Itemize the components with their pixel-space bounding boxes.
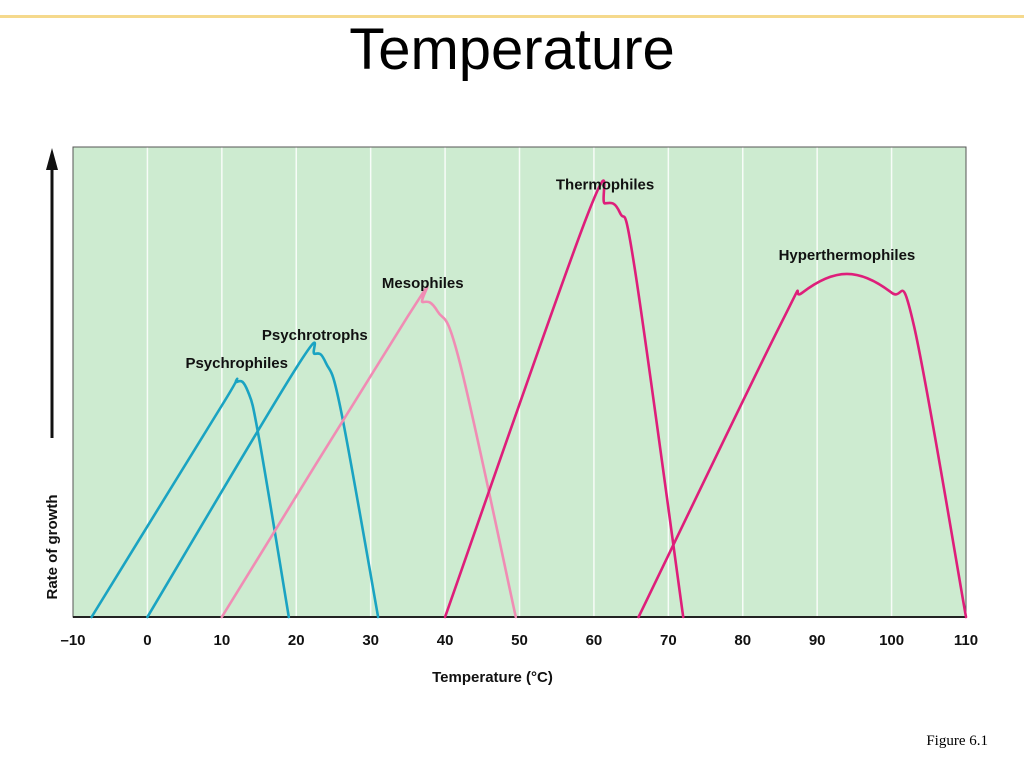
x-tick-label: 90 bbox=[809, 632, 826, 649]
x-tick-label: 10 bbox=[213, 632, 230, 649]
series-label-hyperthermophiles: Hyperthermophiles bbox=[779, 247, 916, 264]
x-tick-label: –10 bbox=[60, 632, 85, 649]
series-label-mesophiles: Mesophiles bbox=[382, 275, 464, 292]
x-tick-label: 50 bbox=[511, 632, 528, 649]
x-axis-title: Temperature (°C) bbox=[432, 669, 553, 686]
figure-caption: Figure 6.1 bbox=[926, 733, 988, 749]
series-line-mesophiles bbox=[220, 285, 518, 619]
series-line-thermophiles bbox=[443, 179, 685, 619]
top-rule bbox=[0, 15, 1024, 18]
y-axis-title: Rate of growth bbox=[44, 495, 61, 600]
series-line-hyperthermophiles bbox=[637, 272, 968, 619]
x-tick-label: 70 bbox=[660, 632, 677, 649]
x-tick-label: 30 bbox=[362, 632, 379, 649]
x-tick-label: 60 bbox=[586, 632, 603, 649]
y-axis-arrowhead bbox=[46, 148, 58, 170]
x-tick-label: 0 bbox=[143, 632, 151, 649]
series-label-psychrotrophs: Psychrotrophs bbox=[262, 327, 368, 344]
series-line-psychrotrophs bbox=[146, 341, 380, 619]
x-tick-label: 20 bbox=[288, 632, 305, 649]
series-label-thermophiles: Thermophiles bbox=[556, 176, 654, 193]
series-label-psychrophiles: Psychrophiles bbox=[185, 355, 288, 372]
x-tick-label: 80 bbox=[734, 632, 751, 649]
x-tick-label: 110 bbox=[954, 632, 978, 649]
x-tick-label: 40 bbox=[437, 632, 454, 649]
series-line-psychrophiles bbox=[90, 377, 291, 619]
x-tick-label: 100 bbox=[879, 632, 904, 649]
slide-title: Temperature bbox=[349, 17, 675, 82]
